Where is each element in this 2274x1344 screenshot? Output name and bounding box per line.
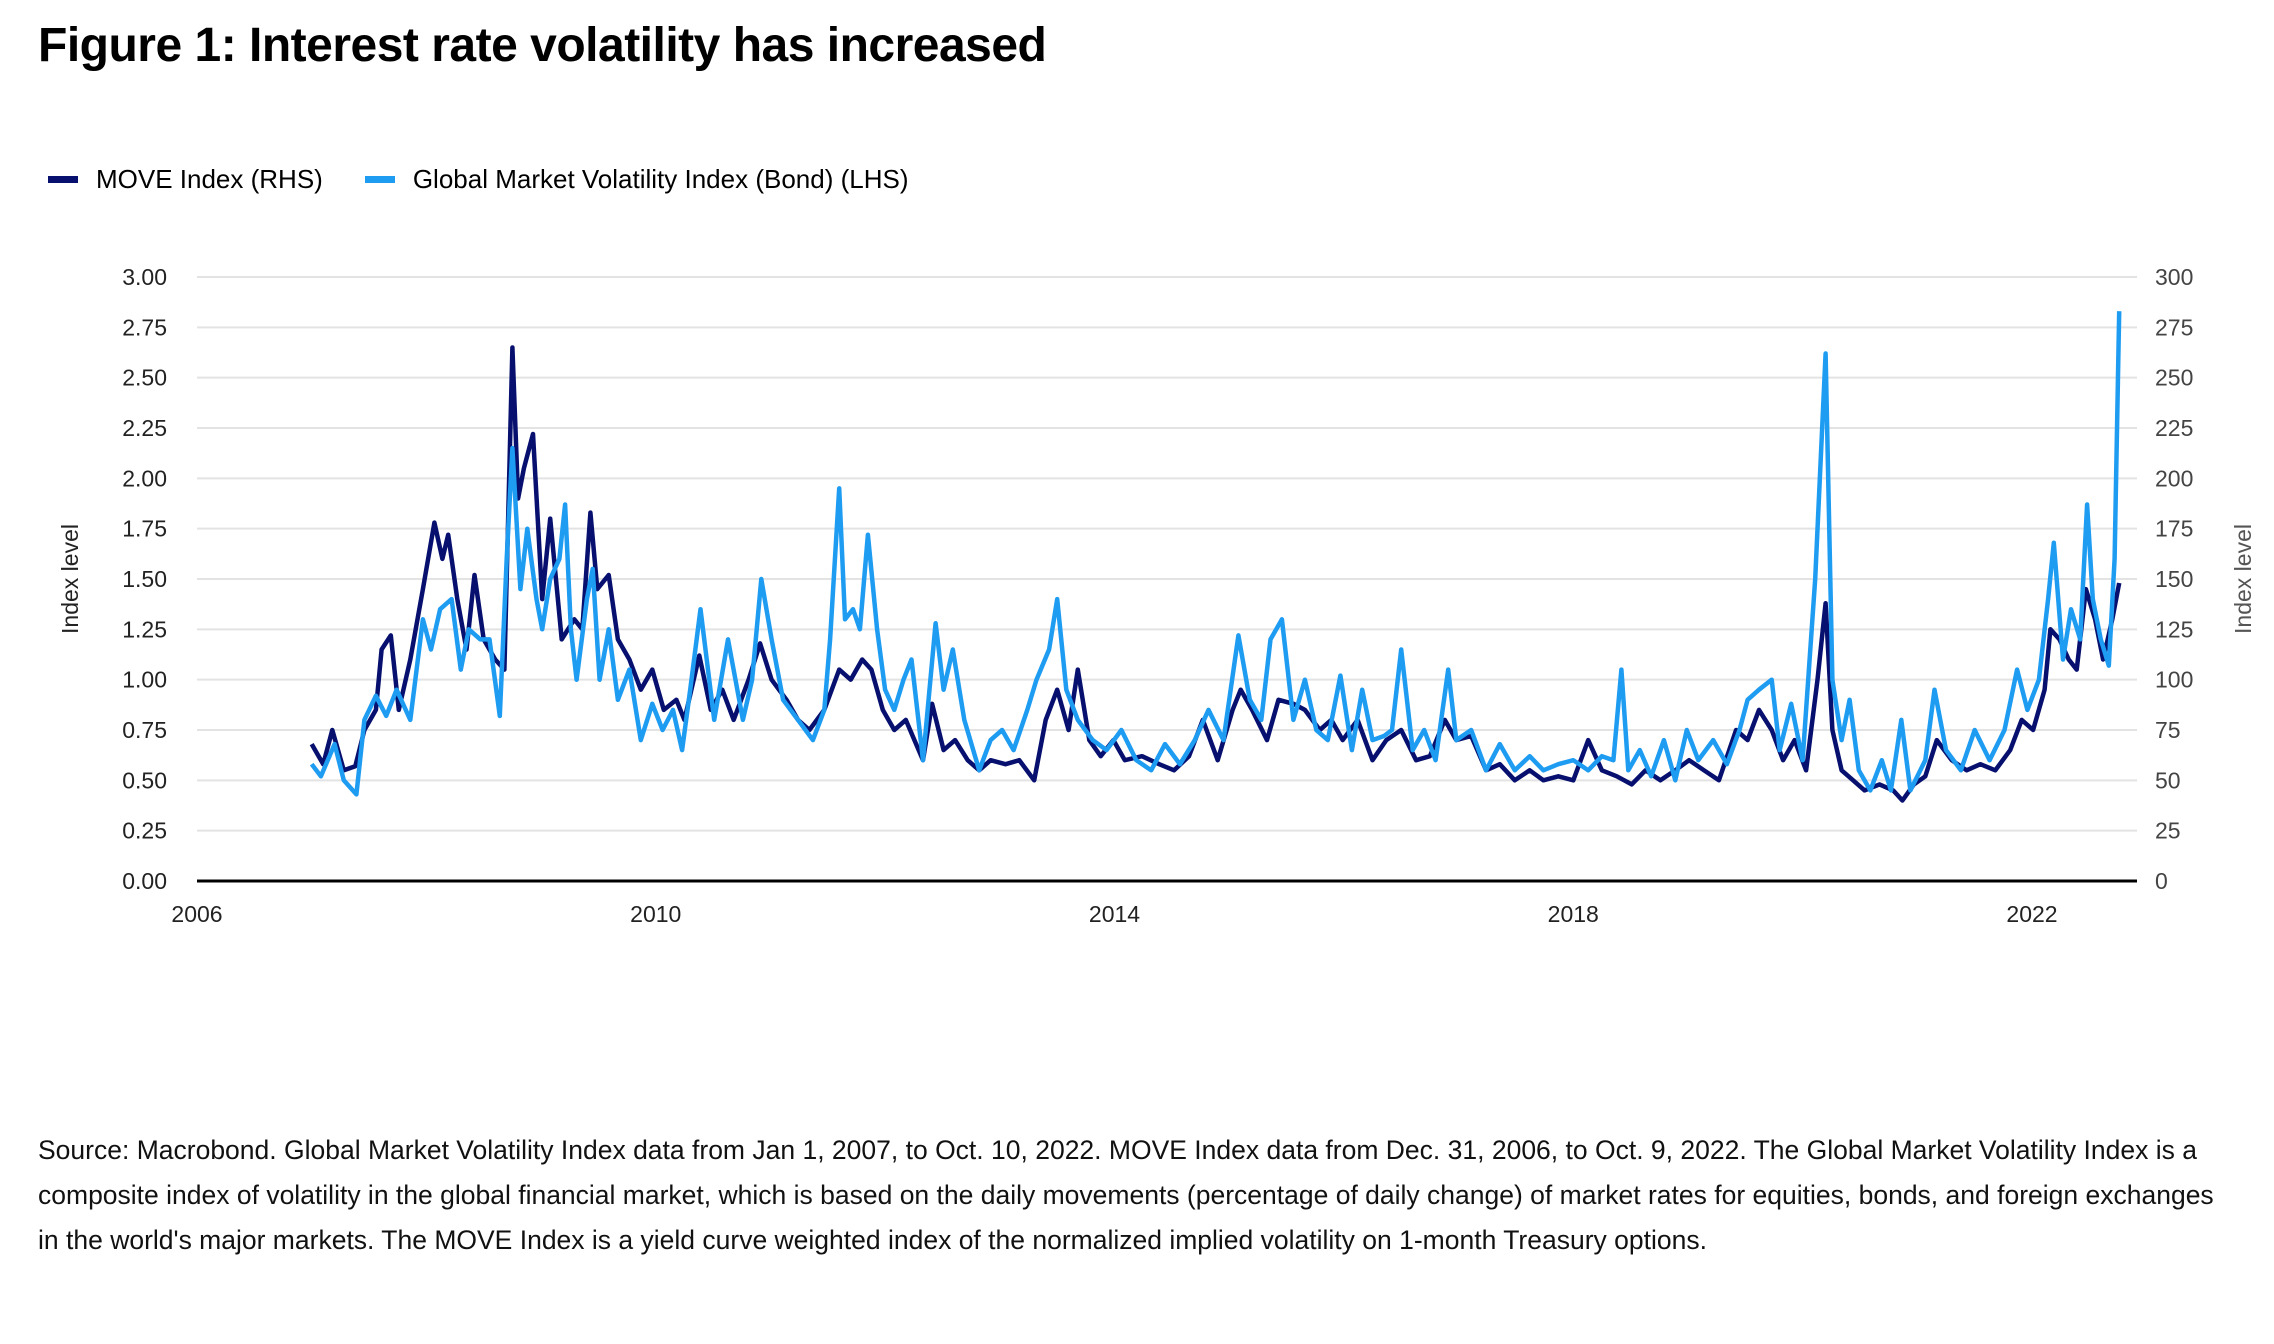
- y-tick-label-left: 1.25: [122, 616, 167, 642]
- y-tick-label-right: 100: [2155, 667, 2193, 693]
- y-tick-label-left: 1.75: [122, 516, 167, 542]
- y-tick-label-right: 200: [2155, 465, 2193, 491]
- y-tick-label-left: 0.50: [122, 767, 167, 793]
- series-line-global-bond-volatility: [309, 311, 2122, 797]
- y-axis-title-right: Index level: [2230, 524, 2256, 634]
- y-tick-label-right: 150: [2155, 566, 2193, 592]
- y-tick-label-right: 25: [2155, 818, 2181, 844]
- y-tick-label-left: 2.00: [122, 465, 167, 491]
- y-tick-label-right: 125: [2155, 616, 2193, 642]
- y-tick-label-right: 225: [2155, 415, 2193, 441]
- y-tick-label-left: 1.00: [122, 667, 167, 693]
- x-tick-label: 2006: [171, 901, 222, 927]
- legend-item-bond: Global Market Volatility Index (Bond) (L…: [364, 164, 909, 195]
- y-tick-label-right: 300: [2155, 264, 2193, 290]
- x-tick-label: 2022: [2006, 901, 2057, 927]
- y-tick-label-left: 0.25: [122, 818, 167, 844]
- y-tick-label-right: 175: [2155, 516, 2193, 542]
- gridlines: [197, 276, 2137, 832]
- y-tick-label-left: 2.25: [122, 415, 167, 441]
- y-axis-title-left: Index level: [57, 524, 83, 634]
- y-tick-label-right: 50: [2155, 767, 2181, 793]
- series-lines: [309, 311, 2122, 803]
- y-tick-label-left: 1.50: [122, 566, 167, 592]
- y-tick-label-left: 0.00: [122, 868, 167, 894]
- y-tick-label-left: 2.75: [122, 314, 167, 340]
- y-tick-label-left: 2.50: [122, 365, 167, 391]
- legend-item-move: MOVE Index (RHS): [48, 164, 323, 195]
- legend-label-move: MOVE Index (RHS): [96, 164, 323, 194]
- y-tick-label-right: 0: [2155, 868, 2168, 894]
- y-tick-label-left: 0.75: [122, 717, 167, 743]
- y-tick-label-right: 275: [2155, 314, 2193, 340]
- x-tick-label: 2010: [630, 901, 681, 927]
- x-tick-label: 2018: [1548, 901, 1599, 927]
- legend-swatch-move: [48, 176, 78, 183]
- x-tick-label: 2014: [1089, 901, 1140, 927]
- legend: MOVE Index (RHS) Global Market Volatilit…: [48, 164, 950, 195]
- tick-labels: 0.00 0.25 0.50 0.75 1.00 1.25 1.50 1.75 2.00 2.25…: [122, 264, 2193, 927]
- y-tick-label-right: 250: [2155, 365, 2193, 391]
- legend-swatch-bond: [364, 176, 395, 183]
- y-tick-label-left: 3.00: [122, 264, 167, 290]
- legend-label-bond: Global Market Volatility Index (Bond) (L…: [412, 164, 909, 194]
- y-tick-label-right: 75: [2155, 717, 2181, 743]
- series-line-move-index: [309, 345, 2122, 803]
- source-note: Source: Macrobond. Global Market Volatil…: [38, 1135, 2214, 1255]
- chart-title: Figure 1: Interest rate volatility has i…: [38, 19, 1047, 72]
